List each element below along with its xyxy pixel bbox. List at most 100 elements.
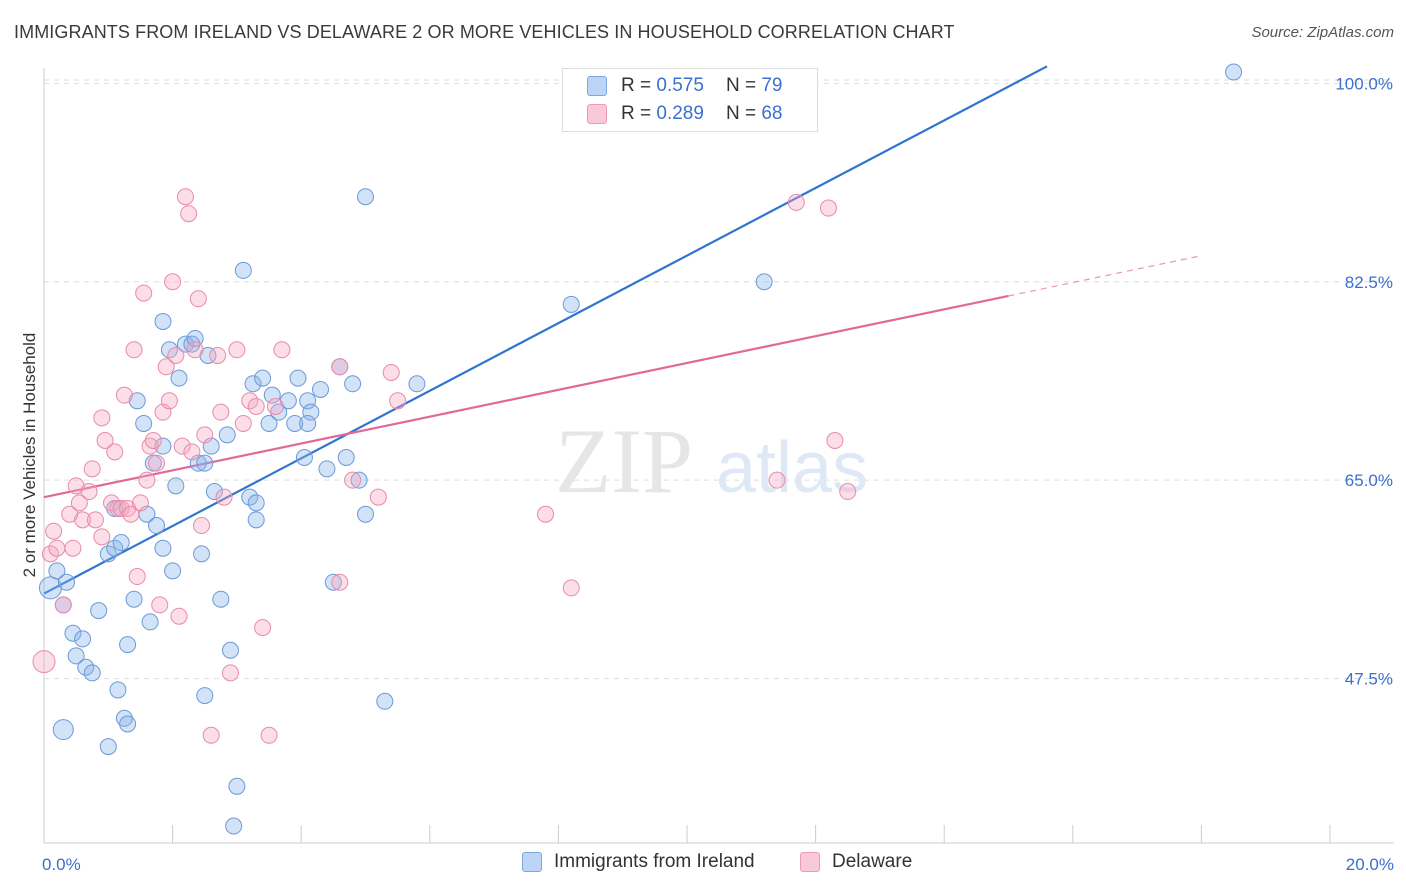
- data-point: [344, 375, 362, 393]
- data-point: [344, 471, 362, 489]
- data-point: [160, 392, 178, 410]
- data-point: [228, 777, 246, 795]
- data-point: [254, 619, 272, 637]
- data-point: [357, 505, 374, 523]
- data-point: [299, 414, 317, 432]
- data-point: [131, 494, 149, 512]
- data-point: [183, 335, 201, 353]
- data-point: [787, 193, 805, 211]
- data-point: [125, 590, 143, 608]
- data-point: [54, 596, 72, 614]
- data-point: [537, 505, 555, 523]
- data-point: [408, 375, 426, 393]
- data-point: [135, 414, 153, 432]
- source-label: Source: ZipAtlas.com: [1251, 24, 1394, 41]
- series-legend-ireland[interactable]: Immigrants from Ireland: [522, 851, 755, 873]
- data-point: [196, 426, 214, 444]
- data-point: [122, 505, 140, 523]
- y-tick-label: 100.0%: [1335, 74, 1393, 93]
- data-point: [167, 346, 185, 364]
- data-point: [58, 573, 76, 591]
- data-point: [180, 205, 198, 223]
- data-point: [70, 494, 88, 512]
- data-point: [38, 576, 62, 600]
- data-point: [273, 341, 291, 359]
- data-point: [302, 403, 320, 421]
- trend-line-solid-0: [43, 65, 1048, 595]
- data-point: [80, 483, 98, 501]
- data-point: [324, 573, 342, 591]
- data-point: [199, 346, 217, 364]
- data-point: [135, 284, 153, 302]
- data-point: [263, 386, 281, 404]
- data-point: [193, 545, 211, 563]
- data-point: [241, 392, 259, 410]
- legend-swatch-ireland: [587, 76, 607, 96]
- data-point: [260, 414, 278, 432]
- data-point: [141, 437, 159, 455]
- data-point: [99, 545, 117, 563]
- data-point: [389, 392, 407, 410]
- data-point: [86, 511, 104, 529]
- trend-lines: [43, 65, 1202, 595]
- data-point: [32, 650, 56, 674]
- data-point: [311, 380, 329, 398]
- data-point: [212, 403, 230, 421]
- data-point: [331, 358, 349, 376]
- data-point: [562, 579, 580, 597]
- data-point: [295, 449, 313, 466]
- data-point: [189, 290, 207, 308]
- data-point: [167, 477, 185, 495]
- series-legend-delaware[interactable]: Delaware: [800, 851, 912, 873]
- data-point: [247, 397, 265, 415]
- y-tick-label: 47.5%: [1345, 670, 1393, 689]
- data-point: [119, 636, 137, 654]
- data-point: [128, 392, 146, 410]
- data-point: [52, 719, 74, 741]
- data-point: [157, 358, 175, 376]
- tick-labels: 47.5% 65.0% 82.5% 100.0% 0.0% 20.0%: [42, 74, 1394, 874]
- data-point: [234, 414, 252, 432]
- watermark: ZIP atlas: [555, 410, 868, 512]
- watermark-zip: ZIP: [555, 410, 693, 512]
- data-point: [77, 658, 95, 676]
- data-point: [41, 545, 59, 563]
- data-point: [96, 431, 114, 449]
- data-point: [209, 346, 227, 364]
- data-point: [112, 500, 130, 518]
- data-point: [247, 511, 265, 529]
- legend-swatch-delaware: [587, 104, 607, 124]
- data-point: [562, 295, 580, 313]
- y-tick-label: 82.5%: [1345, 273, 1393, 292]
- data-point: [755, 273, 773, 291]
- data-point: [196, 687, 214, 705]
- data-point: [228, 341, 246, 359]
- data-point: [93, 409, 111, 427]
- data-point: [254, 369, 272, 387]
- data-point: [115, 709, 133, 727]
- data-point: [186, 341, 204, 359]
- data-point: [270, 403, 288, 421]
- data-point: [148, 454, 166, 472]
- data-point: [247, 494, 265, 512]
- data-point: [369, 488, 387, 506]
- data-point: [48, 562, 66, 580]
- data-point: [839, 483, 857, 501]
- data-point: [144, 431, 162, 449]
- data-point: [151, 596, 169, 614]
- data-point: [279, 392, 297, 410]
- data-point: [48, 539, 66, 557]
- data-point: [93, 528, 111, 546]
- data-point: [826, 431, 844, 449]
- data-point: [205, 483, 223, 501]
- data-point: [202, 726, 220, 744]
- data-point: [266, 397, 284, 415]
- data-point: [215, 488, 233, 506]
- y-tick-label: 65.0%: [1345, 471, 1393, 490]
- data-point: [376, 692, 394, 710]
- data-point: [234, 261, 252, 279]
- data-point: [170, 369, 188, 387]
- data-point: [331, 573, 349, 591]
- trend-line-solid-1: [43, 294, 1009, 499]
- data-point: [299, 392, 317, 410]
